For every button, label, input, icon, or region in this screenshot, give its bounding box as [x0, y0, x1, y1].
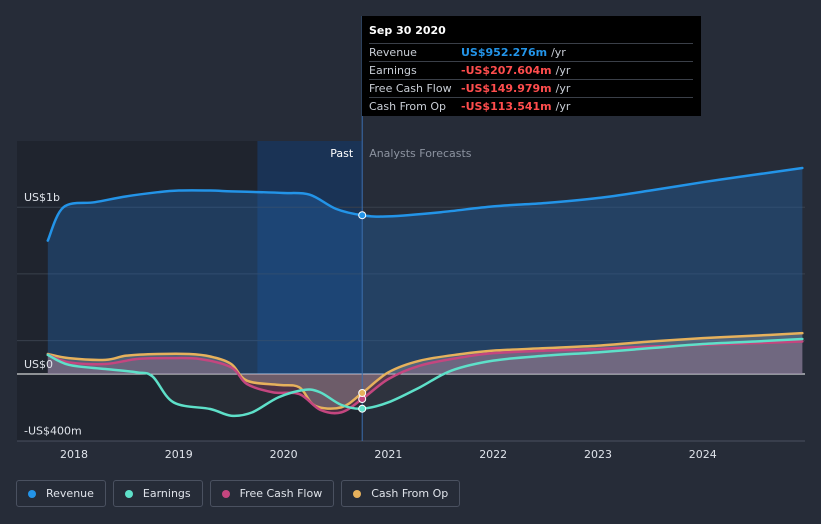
x-tick-label: 2018: [60, 448, 88, 461]
legend-item-revenue[interactable]: Revenue: [16, 480, 106, 507]
area-earnings: [47, 338, 803, 416]
marker-revenue: [358, 211, 367, 220]
y-tick-label: -US$400m: [24, 425, 82, 438]
tooltip-unit: /yr: [555, 82, 571, 95]
y-axis-labels: US$1b US$0 -US$400m: [24, 191, 82, 438]
legend-label: Free Cash Flow: [239, 487, 323, 500]
marker-cash-from-op: [358, 389, 367, 398]
legend-dot-icon: [28, 489, 36, 498]
tooltip-value: -US$113.541m: [461, 100, 552, 113]
legend-dot-icon: [353, 489, 362, 498]
hover-markers: [358, 211, 367, 413]
legend-dot-icon: [124, 489, 133, 498]
x-tick-label: 2023: [584, 448, 612, 461]
tooltip-label: Revenue: [369, 46, 417, 59]
tooltip-row-cash-from-op: Cash From Op -US$113.541m /yr: [369, 97, 693, 115]
x-tick-label: 2022: [479, 448, 507, 461]
tooltip-label: Free Cash Flow: [369, 82, 452, 95]
x-tick-label: 2021: [374, 448, 402, 461]
legend-dot-icon: [221, 489, 230, 498]
tooltip-value: US$952.276m: [461, 46, 548, 59]
highlight-region-background: [257, 141, 363, 374]
legend-item-earnings[interactable]: Earnings: [112, 480, 203, 507]
x-tick-label: 2024: [689, 448, 717, 461]
y-tick-label: US$1b: [24, 191, 60, 204]
line-free-cash-flow: [46, 340, 804, 415]
tooltip-label: Earnings: [369, 64, 417, 77]
tooltip-unit: /yr: [555, 64, 571, 77]
legend-item-cash-from-op[interactable]: Cash From Op: [341, 480, 461, 507]
tooltip-unit: /yr: [555, 100, 571, 113]
tooltip-row-revenue: Revenue US$952.276m /yr: [369, 43, 693, 61]
line-revenue: [46, 166, 804, 242]
tooltip-value: -US$207.604m: [461, 64, 552, 77]
legend-item-free-cash-flow[interactable]: Free Cash Flow: [209, 480, 335, 507]
line-cash-from-op: [46, 331, 804, 410]
marker-earnings: [358, 404, 367, 413]
legend-label: Revenue: [46, 487, 94, 500]
line-earnings: [46, 337, 804, 418]
tooltip-row-free-cash-flow: Free Cash Flow -US$149.979m /yr: [369, 79, 693, 97]
tooltip-date: Sep 30 2020: [369, 24, 446, 37]
tooltip-label: Cash From Op: [369, 100, 447, 113]
x-tick-label: 2019: [165, 448, 193, 461]
forecast-label: Analysts Forecasts: [369, 147, 472, 160]
tooltip-row-earnings: Earnings -US$207.604m /yr: [369, 61, 693, 79]
legend: Revenue Earnings Free Cash Flow Cash Fro…: [16, 480, 461, 507]
legend-label: Cash From Op: [371, 487, 449, 500]
y-tick-label: US$0: [24, 358, 53, 371]
x-axis-labels: 2018 2019 2020 2021 2022 2023 2024: [60, 448, 717, 461]
past-label: Past: [330, 147, 354, 160]
legend-label: Earnings: [142, 487, 191, 500]
series-lines: [46, 166, 804, 418]
tooltip-unit: /yr: [551, 46, 566, 59]
x-tick-label: 2020: [270, 448, 298, 461]
area-free-cash-flow: [47, 341, 803, 414]
series-areas: [47, 168, 803, 416]
tooltip-value: -US$149.979m: [461, 82, 552, 95]
tooltip: Sep 30 2020 Revenue US$952.276m /yr Earn…: [362, 16, 701, 116]
area-revenue: [47, 168, 803, 374]
